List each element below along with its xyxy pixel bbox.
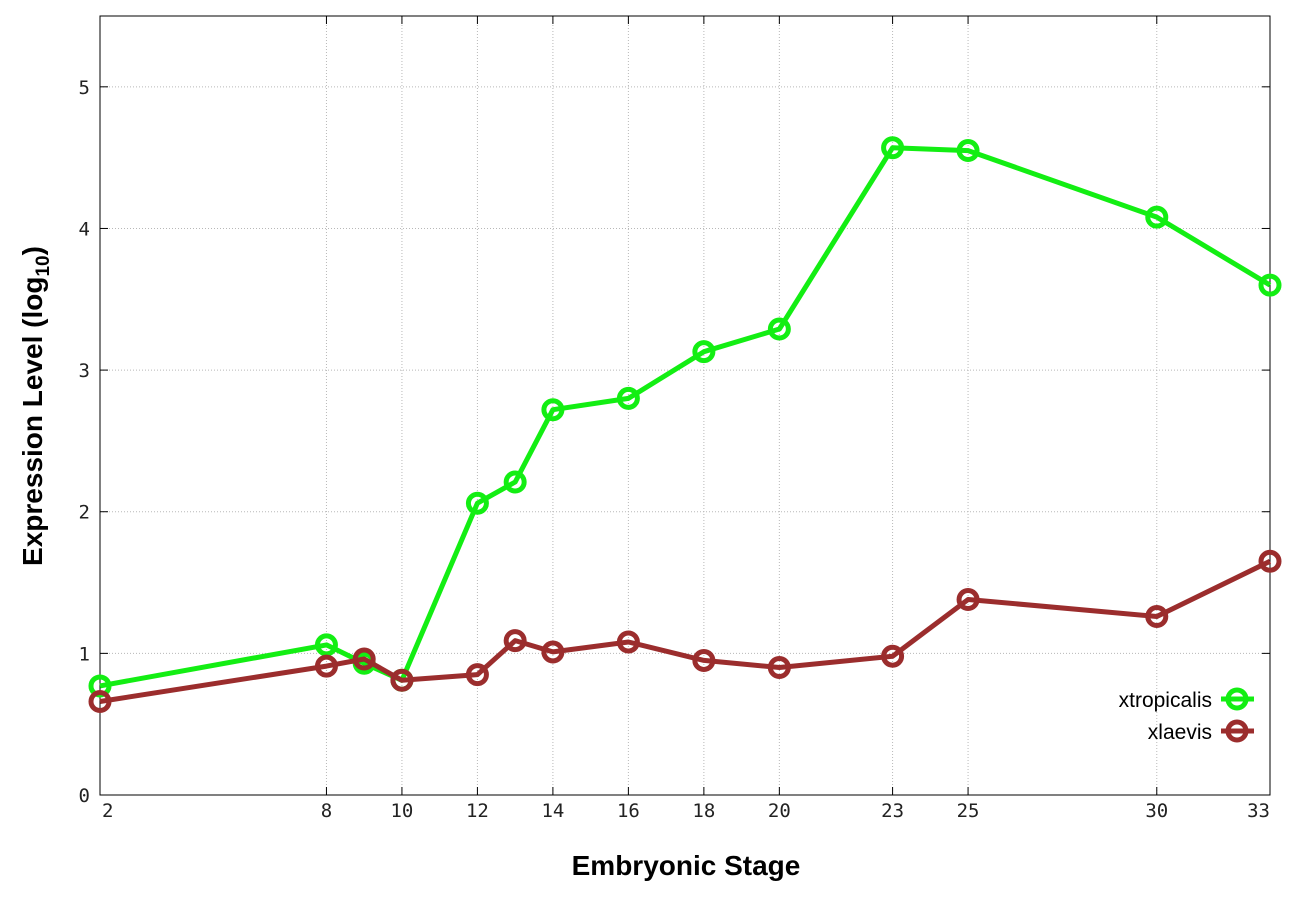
data-point-xlaevis [390,668,414,692]
x-tick-label: 30 [1145,800,1168,822]
data-point-xlaevis [956,588,980,612]
y-tick-label: 2 [79,502,90,524]
x-tick-label: 33 [1247,800,1270,822]
x-tick-label: 14 [541,800,564,822]
legend-label: xlaevis [1148,721,1212,744]
data-point-xtropicalis [503,470,527,494]
y-tick-label: 0 [79,785,90,807]
x-tick-label: 8 [321,800,332,822]
data-point-xlaevis [767,656,791,680]
y-axis-title: Expression Level (log10) [17,246,54,566]
plot-frame [99,15,1271,796]
data-point-xlaevis [314,654,338,678]
y-tick-label: 3 [79,360,90,382]
data-point-xlaevis [881,644,905,668]
x-tick-label: 16 [617,800,640,822]
y-tick-label: 1 [79,643,90,665]
data-point-xlaevis [503,629,527,653]
data-point-xtropicalis [881,136,905,160]
data-point-xtropicalis [616,386,640,410]
data-point-xlaevis [541,640,565,664]
data-point-xtropicalis [692,340,716,364]
y-axis-title-main: Expression Level (log [17,277,48,566]
data-point-xtropicalis [541,398,565,422]
y-tick-label: 4 [79,218,90,240]
x-tick-label: 2 [102,800,113,822]
x-tick-label: 12 [466,800,489,822]
series-xlaevis [88,549,1282,714]
x-tick-label: 18 [692,800,715,822]
y-axis-title-subscript: 10 [33,255,54,276]
data-point-xlaevis [88,690,112,714]
legend-label: xtropicalis [1119,689,1212,712]
data-point-xlaevis [692,648,716,672]
x-axis-title: Embryonic Stage [572,850,801,881]
data-point-xtropicalis [314,633,338,657]
data-point-xtropicalis [956,139,980,163]
legend-swatch-marker [1225,719,1249,743]
data-point-xlaevis [616,630,640,654]
series-line-xlaevis [99,559,1272,704]
legend: xtropicalis xlaevis [1119,687,1254,744]
data-point-xlaevis [352,647,376,671]
grid-lines [100,16,1270,795]
data-point-xtropicalis [1145,205,1169,229]
legend-item-xlaevis: xlaevis [1148,719,1254,744]
x-tick-label: 23 [881,800,904,822]
x-tick-label: 10 [390,800,413,822]
data-point-xlaevis [1145,605,1169,629]
y-axis-title-close: ) [17,246,48,255]
x-tick-label: 25 [957,800,980,822]
data-point-xtropicalis [767,317,791,341]
data-point-xlaevis [465,663,489,687]
data-point-xlaevis [1258,549,1282,573]
data-point-xtropicalis [1258,273,1282,297]
series-layer [88,136,1282,714]
x-tick-label: 20 [768,800,791,822]
y-tick-label: 5 [79,77,90,99]
data-point-xtropicalis [465,491,489,515]
legend-swatch-marker [1225,687,1249,711]
legend-item-xtropicalis: xtropicalis [1119,687,1254,712]
